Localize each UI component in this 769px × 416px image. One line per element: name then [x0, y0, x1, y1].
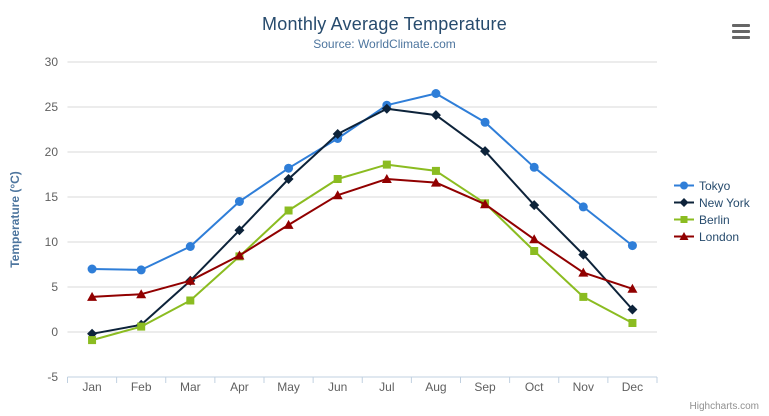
legend-symbol-triangle-icon — [674, 232, 694, 240]
series-line-berlin[interactable] — [91, 163, 634, 342]
legend-symbol-square-icon — [674, 216, 694, 223]
legend-item-berlin[interactable]: Berlin — [674, 211, 750, 228]
data-point-tokyo[interactable] — [284, 163, 294, 173]
hamburger-bar — [732, 36, 750, 39]
data-point-tokyo[interactable] — [578, 202, 588, 212]
data-point-tokyo[interactable] — [136, 265, 146, 275]
x-axis-label: May — [277, 380, 300, 394]
data-point-new-york[interactable] — [529, 200, 540, 211]
y-tick-label: 30 — [45, 55, 59, 69]
y-tick-label: 25 — [45, 100, 59, 114]
data-point-berlin[interactable] — [579, 292, 588, 301]
data-point-new-york[interactable] — [332, 129, 343, 139]
legend-symbol-diamond-icon — [674, 198, 694, 207]
data-point-berlin[interactable] — [88, 336, 97, 345]
x-axis-label: Apr — [230, 380, 249, 394]
x-axis-label: Aug — [425, 380, 446, 394]
x-axis-label: Jun — [328, 380, 347, 394]
legend-item-london[interactable]: London — [674, 228, 750, 245]
x-axis-label: Jul — [379, 380, 394, 394]
data-point-tokyo[interactable] — [529, 162, 539, 172]
data-point-new-york[interactable] — [627, 304, 638, 315]
chart-subtitle: Source: WorldClimate.com — [313, 37, 456, 51]
legend-item-new-york[interactable]: New York — [674, 194, 750, 211]
data-point-berlin[interactable] — [186, 296, 195, 305]
y-axis-title: Temperature (°C) — [8, 171, 22, 268]
data-point-london[interactable] — [185, 275, 196, 285]
data-point-berlin[interactable] — [530, 247, 539, 255]
y-tick-label: 0 — [51, 325, 58, 339]
data-point-tokyo[interactable] — [480, 117, 490, 127]
data-point-london[interactable] — [578, 267, 589, 277]
hamburger-bar — [732, 24, 750, 27]
data-point-tokyo[interactable] — [431, 89, 441, 98]
legend-label: Tokyo — [699, 178, 731, 193]
y-tick-label: 5 — [51, 280, 58, 294]
x-axis-label: Oct — [525, 380, 544, 394]
data-point-new-york[interactable] — [578, 249, 589, 260]
x-axis-label: Mar — [180, 380, 201, 394]
legend-marker-tokyo[interactable] — [680, 181, 688, 190]
data-point-london[interactable] — [283, 219, 294, 229]
data-point-london[interactable] — [627, 283, 638, 293]
legend-label: London — [699, 229, 740, 244]
x-axis-label: Dec — [622, 380, 643, 394]
data-point-tokyo[interactable] — [185, 242, 195, 251]
data-point-berlin[interactable] — [137, 322, 146, 331]
legend-symbol-circle-icon — [674, 181, 694, 190]
data-point-berlin[interactable] — [284, 206, 293, 215]
series-line-tokyo[interactable] — [91, 92, 634, 271]
x-axis-label: Nov — [573, 380, 594, 394]
data-point-london[interactable] — [480, 199, 491, 209]
data-point-new-york[interactable] — [283, 174, 294, 184]
legend: Tokyo New York Berlin London — [674, 177, 750, 245]
y-tick-label: 15 — [45, 190, 59, 204]
y-tick-label: 20 — [45, 145, 59, 159]
data-point-london[interactable] — [136, 289, 147, 299]
x-axis-label: Feb — [131, 380, 152, 394]
hamburger-bar — [732, 30, 750, 33]
data-point-london[interactable] — [430, 177, 441, 187]
data-point-new-york[interactable] — [480, 146, 491, 157]
data-point-tokyo[interactable] — [627, 241, 637, 251]
legend-marker-berlin[interactable] — [680, 216, 688, 223]
legend-item-tokyo[interactable]: Tokyo — [674, 177, 750, 194]
y-tick-label: 10 — [45, 235, 59, 249]
data-point-berlin[interactable] — [382, 160, 391, 169]
hamburger-menu-icon[interactable] — [732, 24, 750, 39]
legend-marker-new-york[interactable] — [679, 198, 689, 207]
series-line-new-york[interactable] — [91, 107, 634, 335]
data-point-tokyo[interactable] — [87, 264, 97, 274]
data-point-berlin[interactable] — [333, 175, 342, 183]
data-point-new-york[interactable] — [234, 225, 245, 236]
legend-marker-london[interactable] — [679, 232, 689, 240]
data-point-london[interactable] — [529, 234, 540, 244]
data-point-tokyo[interactable] — [234, 197, 244, 206]
chart-title: Monthly Average Temperature — [262, 14, 507, 34]
data-point-berlin[interactable] — [431, 166, 440, 175]
y-tick-label: -5 — [47, 370, 58, 384]
data-point-london[interactable] — [87, 291, 98, 301]
data-point-berlin[interactable] — [628, 319, 637, 327]
x-axis-label: Jan — [82, 380, 101, 394]
data-point-new-york[interactable] — [381, 103, 392, 114]
legend-label: New York — [699, 195, 750, 210]
x-axis-label: Sep — [474, 380, 496, 394]
series-line-london[interactable] — [91, 178, 634, 298]
credits-link[interactable]: Highcharts.com — [689, 401, 759, 412]
data-point-london[interactable] — [332, 190, 343, 200]
data-point-new-york[interactable] — [430, 110, 441, 121]
data-point-london[interactable] — [234, 250, 245, 260]
data-point-london[interactable] — [381, 174, 392, 183]
legend-label: Berlin — [699, 212, 730, 227]
